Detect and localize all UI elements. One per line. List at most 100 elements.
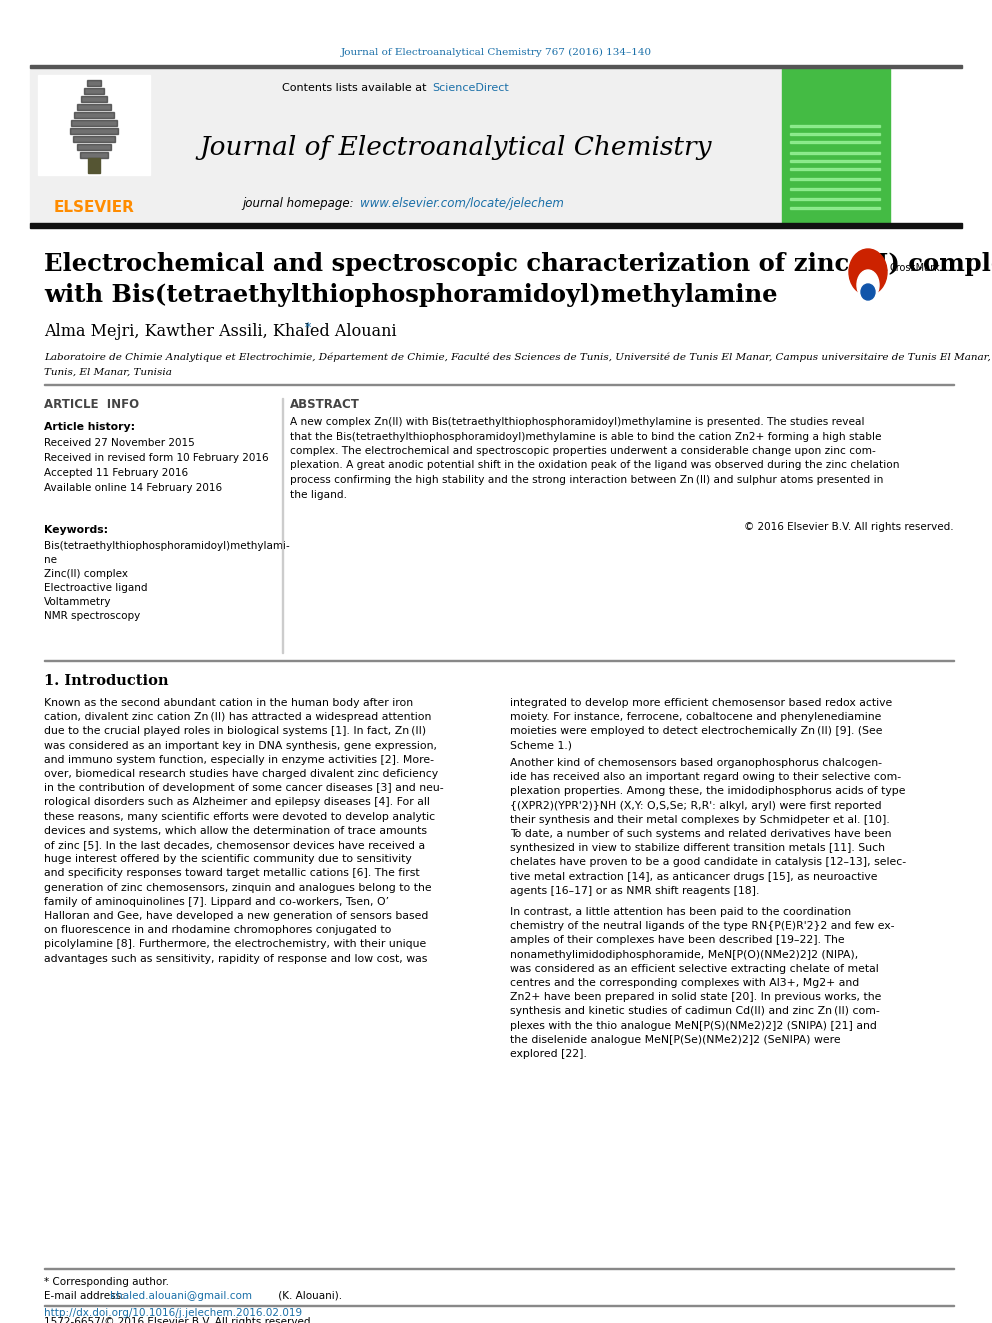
Text: 1. Introduction: 1. Introduction bbox=[44, 673, 169, 688]
Text: Received 27 November 2015: Received 27 November 2015 bbox=[44, 438, 194, 448]
Text: chelates have proven to be a good candidate in catalysis [12–13], selec-: chelates have proven to be a good candid… bbox=[510, 857, 906, 868]
Text: moiety. For instance, ferrocene, cobaltocene and phenylenediamine: moiety. For instance, ferrocene, cobalto… bbox=[510, 712, 881, 722]
Text: that the Bis(tetraethylthiophosphoramidoyl)methylamine is able to bind the catio: that the Bis(tetraethylthiophosphoramido… bbox=[290, 431, 882, 442]
Text: Article history:: Article history: bbox=[44, 422, 135, 433]
Text: journal homepage:: journal homepage: bbox=[243, 197, 358, 210]
Text: rological disorders such as Alzheimer and epilepsy diseases [4]. For all: rological disorders such as Alzheimer an… bbox=[44, 798, 430, 807]
Text: Zn2+ have been prepared in solid state [20]. In previous works, the: Zn2+ have been prepared in solid state [… bbox=[510, 992, 881, 1003]
Text: integrated to develop more efficient chemosensor based redox active: integrated to develop more efficient che… bbox=[510, 699, 892, 708]
Text: A new complex Zn(II) with Bis(tetraethylthiophosphoramidoyl)methylamine is prese: A new complex Zn(II) with Bis(tetraethyl… bbox=[290, 417, 864, 427]
Bar bbox=[790, 134, 880, 135]
Text: over, biomedical research studies have charged divalent zinc deficiency: over, biomedical research studies have c… bbox=[44, 769, 438, 779]
Text: chemistry of the neutral ligands of the type RN{P(E)R'2}2 and few ex-: chemistry of the neutral ligands of the … bbox=[510, 921, 895, 931]
Ellipse shape bbox=[857, 270, 879, 300]
Bar bbox=[790, 142, 880, 143]
Bar bbox=[38, 75, 150, 175]
Text: Bis(tetraethylthiophosphoramidoyl)methylami-: Bis(tetraethylthiophosphoramidoyl)methyl… bbox=[44, 541, 290, 550]
Text: amples of their complexes have been described [19–22]. The: amples of their complexes have been desc… bbox=[510, 935, 844, 946]
Text: To date, a number of such systems and related derivatives have been: To date, a number of such systems and re… bbox=[510, 830, 892, 839]
Bar bbox=[30, 65, 962, 67]
Text: these reasons, many scientific efforts were devoted to develop analytic: these reasons, many scientific efforts w… bbox=[44, 811, 435, 822]
Bar bbox=[790, 160, 880, 161]
Text: synthesis and kinetic studies of cadimun Cd(II) and zinc Zn (II) com-: synthesis and kinetic studies of cadimun… bbox=[510, 1007, 880, 1016]
Text: Received in revised form 10 February 2016: Received in revised form 10 February 201… bbox=[44, 452, 269, 463]
Text: E-mail address:: E-mail address: bbox=[44, 1291, 128, 1301]
Text: http://dx.doi.org/10.1016/j.jelechem.2016.02.019: http://dx.doi.org/10.1016/j.jelechem.201… bbox=[44, 1308, 303, 1318]
Text: their synthesis and their metal complexes by Schmidpeter et al. [10].: their synthesis and their metal complexe… bbox=[510, 815, 890, 824]
Text: was considered as an important key in DNA synthesis, gene expression,: was considered as an important key in DN… bbox=[44, 741, 437, 750]
Text: ARTICLE  INFO: ARTICLE INFO bbox=[44, 398, 139, 411]
Text: Tunis, El Manar, Tunisia: Tunis, El Manar, Tunisia bbox=[44, 368, 172, 377]
Text: Contents lists available at: Contents lists available at bbox=[282, 83, 430, 93]
Text: Electroanalytical: Electroanalytical bbox=[796, 95, 876, 105]
Text: Alma Mejri, Kawther Assili, Khaled Alouani: Alma Mejri, Kawther Assili, Khaled Aloua… bbox=[44, 324, 397, 340]
Text: Known as the second abundant cation in the human body after iron: Known as the second abundant cation in t… bbox=[44, 699, 413, 708]
Text: plexation. A great anodic potential shift in the oxidation peak of the ligand wa: plexation. A great anodic potential shif… bbox=[290, 460, 900, 471]
Bar bbox=[30, 67, 782, 224]
Text: and immuno system function, especially in enzyme activities [2]. More-: and immuno system function, especially i… bbox=[44, 755, 434, 765]
Text: generation of zinc chemosensors, zinquin and analogues belong to the: generation of zinc chemosensors, zinquin… bbox=[44, 882, 432, 893]
Text: Electroactive ligand: Electroactive ligand bbox=[44, 583, 148, 593]
Text: Scheme 1.): Scheme 1.) bbox=[510, 741, 572, 750]
Text: Chemistry: Chemistry bbox=[811, 106, 860, 115]
Text: ne: ne bbox=[44, 556, 57, 565]
Bar bbox=[74, 112, 114, 118]
Text: agents [16–17] or as NMR shift reagents [18].: agents [16–17] or as NMR shift reagents … bbox=[510, 886, 759, 896]
Text: complex. The electrochemical and spectroscopic properties underwent a considerab: complex. The electrochemical and spectro… bbox=[290, 446, 876, 456]
Text: Journal of Electroanalytical Chemistry: Journal of Electroanalytical Chemistry bbox=[199, 135, 712, 160]
Text: of zinc [5]. In the last decades, chemosensor devices have received a: of zinc [5]. In the last decades, chemos… bbox=[44, 840, 426, 849]
Bar bbox=[790, 168, 880, 169]
Text: synthesized in view to stabilize different transition metals [11]. Such: synthesized in view to stabilize differe… bbox=[510, 843, 885, 853]
Bar bbox=[790, 198, 880, 200]
Text: explored [22].: explored [22]. bbox=[510, 1049, 587, 1058]
Text: moieties were employed to detect electrochemically Zn (II) [9]. (See: moieties were employed to detect electro… bbox=[510, 726, 883, 737]
Bar bbox=[790, 188, 880, 189]
Text: www.elsevier.com/locate/jelechem: www.elsevier.com/locate/jelechem bbox=[360, 197, 563, 210]
Text: picolylamine [8]. Furthermore, the electrochemistry, with their unique: picolylamine [8]. Furthermore, the elect… bbox=[44, 939, 427, 950]
Text: {(XPR2)(YPR'2)}NH (X,Y: O,S,Se; R,R': alkyl, aryl) were first reported: {(XPR2)(YPR'2)}NH (X,Y: O,S,Se; R,R': al… bbox=[510, 800, 882, 811]
Bar bbox=[88, 157, 100, 173]
Text: devices and systems, which allow the determination of trace amounts: devices and systems, which allow the det… bbox=[44, 826, 427, 836]
Text: advantages such as sensitivity, rapidity of response and low cost, was: advantages such as sensitivity, rapidity… bbox=[44, 954, 428, 963]
Text: the diselenide analogue MeN[P(Se)(NMe2)2]2 (SeNIPA) were: the diselenide analogue MeN[P(Se)(NMe2)2… bbox=[510, 1035, 840, 1045]
Bar bbox=[790, 124, 880, 127]
Bar bbox=[70, 128, 118, 134]
Text: (K. Alouani).: (K. Alouani). bbox=[275, 1291, 342, 1301]
Text: Halloran and Gee, have developed a new generation of sensors based: Halloran and Gee, have developed a new g… bbox=[44, 912, 429, 921]
Text: Zinc(II) complex: Zinc(II) complex bbox=[44, 569, 128, 579]
Text: plexation properties. Among these, the imidodiphosphorus acids of type: plexation properties. Among these, the i… bbox=[510, 786, 906, 796]
Bar bbox=[790, 152, 880, 153]
Text: ScienceDirect: ScienceDirect bbox=[432, 83, 509, 93]
Text: * Corresponding author.: * Corresponding author. bbox=[44, 1277, 169, 1287]
Text: the ligand.: the ligand. bbox=[290, 490, 347, 500]
Text: Journal of: Journal of bbox=[814, 83, 857, 93]
Bar bbox=[76, 144, 111, 149]
Text: family of aminoquinolines [7]. Lippard and co-workers, Tsen, O’: family of aminoquinolines [7]. Lippard a… bbox=[44, 897, 389, 906]
Text: NMR spectroscopy: NMR spectroscopy bbox=[44, 611, 140, 620]
Text: tive metal extraction [14], as anticancer drugs [15], as neuroactive: tive metal extraction [14], as anticance… bbox=[510, 872, 878, 881]
Bar bbox=[790, 206, 880, 209]
Text: 1572-6657/© 2016 Elsevier B.V. All rights reserved.: 1572-6657/© 2016 Elsevier B.V. All right… bbox=[44, 1316, 313, 1323]
Bar bbox=[79, 152, 108, 157]
Text: Voltammetry: Voltammetry bbox=[44, 597, 111, 607]
Text: Journal of Electroanalytical Chemistry 767 (2016) 134–140: Journal of Electroanalytical Chemistry 7… bbox=[340, 48, 652, 57]
Text: was considered as an efficient selective extracting chelate of metal: was considered as an efficient selective… bbox=[510, 963, 879, 974]
Text: process confirming the high stability and the strong interaction between Zn (II): process confirming the high stability an… bbox=[290, 475, 883, 486]
Text: Keywords:: Keywords: bbox=[44, 525, 108, 534]
Text: ide has received also an important regard owing to their selective com-: ide has received also an important regar… bbox=[510, 773, 901, 782]
Text: with Bis(tetraethylthiophosphoramidoyl)methylamine: with Bis(tetraethylthiophosphoramidoyl)m… bbox=[44, 283, 778, 307]
Bar bbox=[80, 97, 107, 102]
Text: ELSEVIER: ELSEVIER bbox=[54, 201, 135, 216]
Bar bbox=[83, 89, 104, 94]
Text: nonamethylimidodiphosphoramide, MeN[P(O)(NMe2)2]2 (NIPA),: nonamethylimidodiphosphoramide, MeN[P(O)… bbox=[510, 950, 858, 959]
Text: Laboratoire de Chimie Analytique et Electrochimie, Département de Chimie, Facult: Laboratoire de Chimie Analytique et Elec… bbox=[44, 352, 992, 361]
Text: In contrast, a little attention has been paid to the coordination: In contrast, a little attention has been… bbox=[510, 908, 851, 917]
Bar bbox=[30, 224, 962, 228]
Text: Another kind of chemosensors based organophosphorus chalcogen-: Another kind of chemosensors based organ… bbox=[510, 758, 882, 767]
Text: plexes with the thio analogue MeN[P(S)(NMe2)2]2 (SNIPA) [21] and: plexes with the thio analogue MeN[P(S)(N… bbox=[510, 1020, 877, 1031]
Text: CrossMark: CrossMark bbox=[890, 263, 940, 273]
Text: on fluorescence in and rhodamine chromophores conjugated to: on fluorescence in and rhodamine chromop… bbox=[44, 925, 392, 935]
Bar bbox=[782, 67, 890, 224]
Text: khaled.alouani@gmail.com: khaled.alouani@gmail.com bbox=[110, 1291, 252, 1301]
Text: cation, divalent zinc cation Zn (II) has attracted a widespread attention: cation, divalent zinc cation Zn (II) has… bbox=[44, 712, 432, 722]
